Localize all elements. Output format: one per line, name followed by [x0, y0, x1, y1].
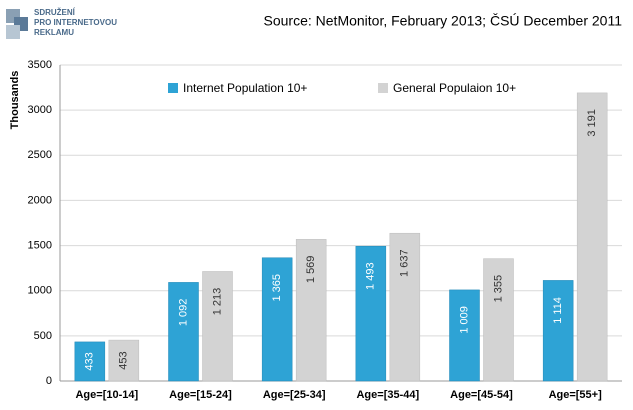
data-label: 1 009	[458, 306, 470, 334]
y-tick-label: 2000	[28, 194, 52, 206]
data-label: 1 092	[177, 299, 189, 327]
bar	[483, 258, 514, 382]
logo-square	[6, 25, 20, 39]
data-label: 1 114	[552, 297, 564, 324]
data-label: 3 191	[586, 109, 598, 137]
logo: SDRUŽENÍ PRO INTERNETOVOU REKLAMU	[6, 8, 117, 39]
logo-text: PRO INTERNETOVOU	[34, 18, 117, 27]
data-label: 1 213	[211, 288, 223, 316]
x-tick-label: Age=[25-34]	[263, 389, 326, 401]
y-tick-label: 1000	[28, 285, 52, 297]
bar	[576, 92, 608, 382]
bar	[202, 271, 233, 382]
y-axis-label: Thousands	[9, 71, 21, 130]
data-label: 433	[84, 352, 96, 370]
bar	[261, 257, 293, 382]
data-label: 1 493	[365, 262, 377, 290]
y-tick-label: 0	[46, 375, 52, 387]
x-tick-label: Age=[35-44]	[356, 389, 419, 401]
data-label: 1 569	[305, 256, 317, 284]
chart-title: Source: NetMonitor, February 2013; ČSÚ D…	[264, 13, 623, 29]
x-tick-label: Age=[45-54]	[450, 389, 513, 401]
bar	[108, 339, 140, 382]
legend-swatch	[378, 83, 388, 93]
legend-swatch	[168, 83, 178, 93]
bar	[74, 341, 106, 382]
bar	[389, 232, 421, 382]
bar	[295, 239, 327, 382]
legend-label: General Populaion 10+	[393, 81, 516, 95]
logo-text: SDRUŽENÍ	[34, 8, 76, 17]
y-tick-label: 1500	[28, 239, 52, 251]
bar	[542, 280, 574, 382]
y-tick-label: 2500	[28, 149, 52, 161]
bar	[168, 282, 199, 382]
data-label: 1 355	[492, 275, 504, 303]
data-label: 453	[118, 351, 130, 369]
y-tick-label: 3000	[28, 104, 52, 116]
legend-label: Internet Population 10+	[183, 81, 307, 95]
x-tick-label: Age=[55+]	[549, 389, 603, 401]
bar	[449, 289, 480, 382]
y-tick-label: 3500	[28, 59, 52, 71]
data-label: 1 365	[271, 274, 283, 302]
bar	[355, 245, 387, 382]
y-tick-label: 500	[34, 330, 52, 342]
data-label: 1 637	[399, 249, 411, 277]
logo-text: REKLAMU	[34, 28, 74, 37]
x-tick-label: Age=[15-24]	[169, 389, 232, 401]
x-tick-label: Age=[10-14]	[75, 389, 138, 401]
